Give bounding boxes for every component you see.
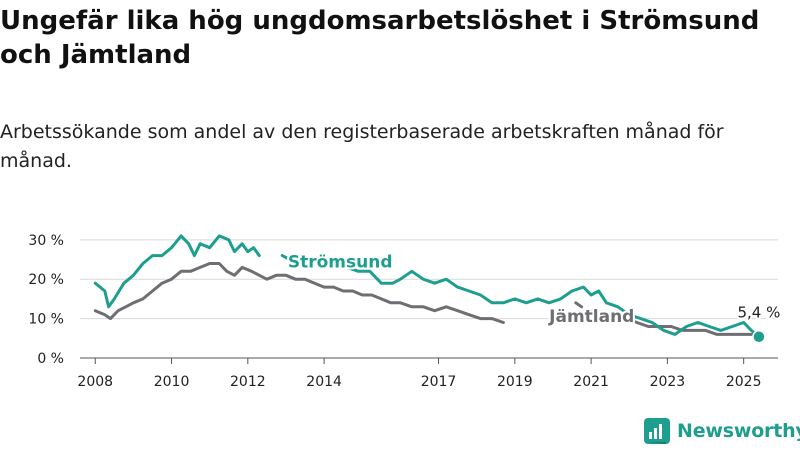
y-tick-label: 30 % [28,233,64,249]
series-label: Strömsund [288,252,393,272]
series-line-strmsund [93,234,761,339]
newsworthy-logo-icon [644,418,670,444]
brand-name: Newsworthy [677,420,800,442]
series-label: Jämtland [548,307,634,327]
x-tick-label: 2014 [306,374,342,390]
x-tick-label: 2019 [497,374,533,390]
chart-title: Ungefär lika hög ungdomsarbetslöshet i S… [0,6,760,70]
chart-subtitle: Arbetssökande som andel av den registerb… [0,121,724,172]
x-tick-label: 2025 [726,374,762,390]
end-point-marker [752,329,766,344]
x-tick-label: 2017 [421,374,457,390]
x-tick-label: 2021 [573,374,609,390]
x-tick-label: 2008 [77,374,113,390]
y-tick-label: 0 % [37,351,64,367]
x-tick-label: 2023 [650,374,686,390]
end-value-label: 5,4 % [737,304,780,322]
y-tick-label: 10 % [28,312,64,328]
series-line-jmtland [93,262,761,336]
y-tick-label: 20 % [28,272,64,288]
x-tick-label: 2012 [230,374,266,390]
newsworthy-logo: Newsworthy [644,418,800,444]
x-tick-label: 2010 [154,374,190,390]
